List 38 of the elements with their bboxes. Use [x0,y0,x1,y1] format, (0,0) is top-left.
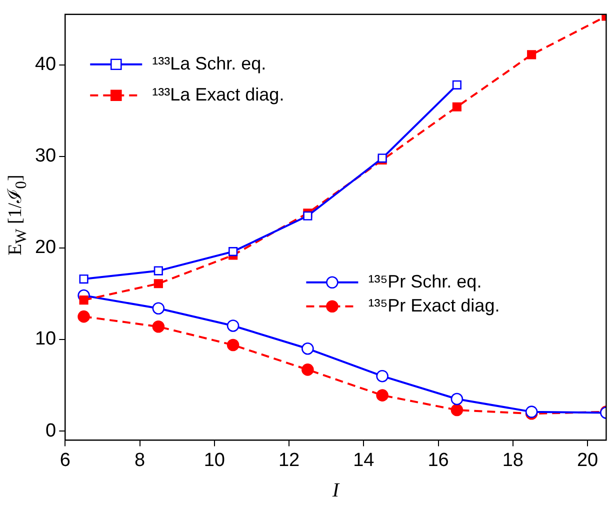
point [527,50,536,60]
y-tick-label: 40 [34,54,56,75]
x-tick-label: 10 [204,450,225,471]
legend-label: ¹³⁵Pr Schr. eq. [368,271,482,292]
point [452,80,462,90]
point [302,364,314,376]
point [450,392,464,406]
x-tick-label: 12 [278,450,300,471]
x-tick-label: 20 [576,450,598,471]
point [152,302,165,314]
legend-label: ¹³³La Schr. eq. [152,53,266,74]
x-tick-label: 8 [134,450,146,471]
point [226,338,240,352]
point [226,320,240,332]
y-tick-label: 10 [34,328,56,350]
point [79,274,88,284]
point [79,296,88,305]
x-tick-label: 16 [428,450,449,471]
point [228,247,238,256]
point [376,389,388,402]
point [450,404,464,416]
y-tick-label: 20 [34,237,56,258]
point [303,211,312,220]
point [78,310,90,323]
x-tick-label: 6 [60,450,70,471]
legend-label: ¹³⁵Pr Exact diag. [368,295,500,316]
point [154,279,163,288]
point [302,342,314,355]
y-tick-label: 0 [46,420,56,442]
point [152,320,165,333]
point [376,370,388,382]
point [452,102,462,112]
point [154,266,163,276]
x-tick-label: 14 [353,450,375,471]
x-axis-title: I [331,479,340,502]
y-tick-label: 30 [34,146,56,167]
x-tick-label: 18 [502,450,524,471]
legend-label: ¹³³La Exact diag. [152,84,284,104]
